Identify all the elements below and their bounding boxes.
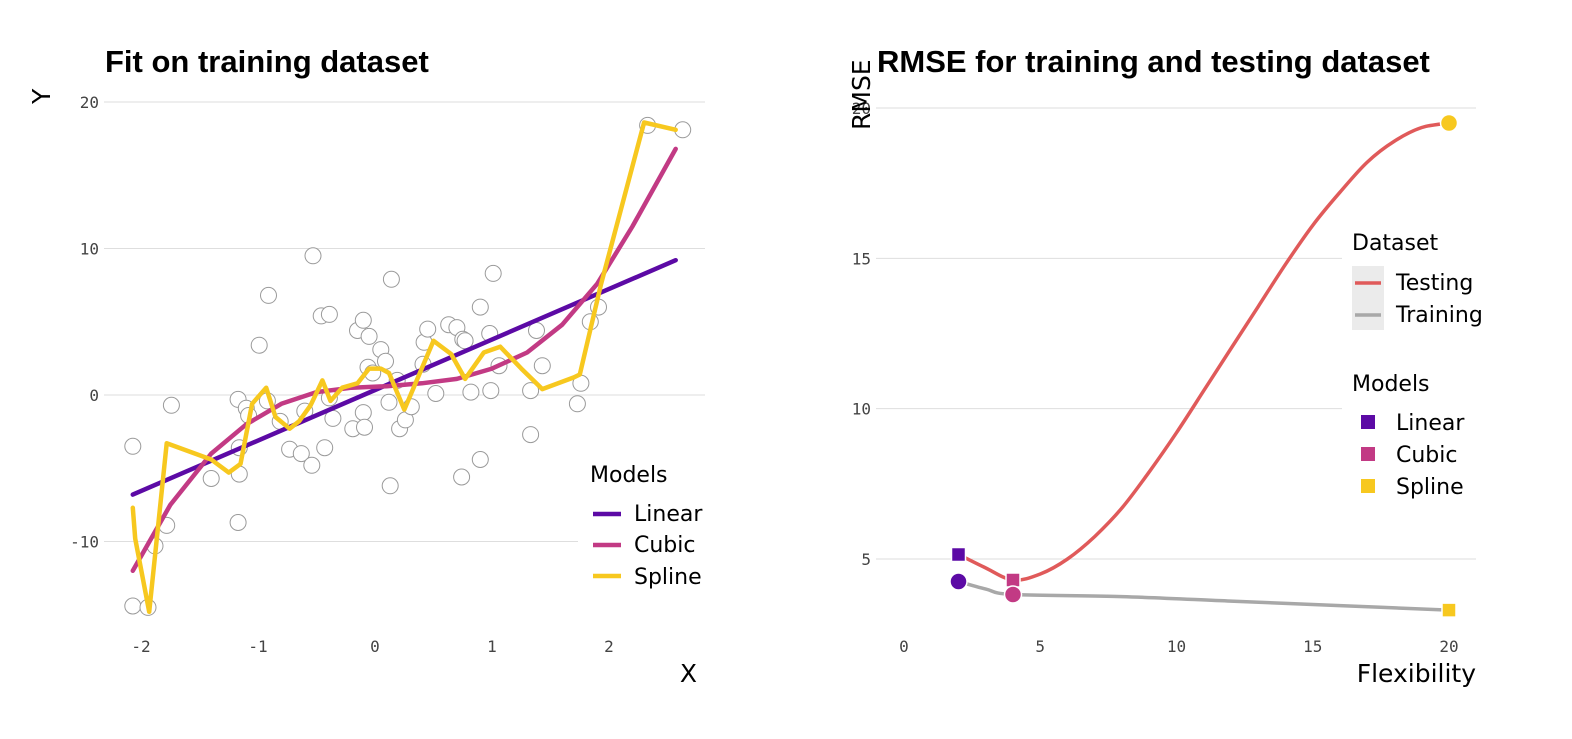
left-y-tick-label: -10 <box>70 533 99 552</box>
models-legend-label-cubic: Cubic <box>1396 443 1457 468</box>
fit-line-cubic <box>130 146 678 574</box>
scatter-point <box>124 597 142 615</box>
scatter-point <box>427 385 445 402</box>
scatter-point <box>568 395 586 413</box>
left-y-ticks: -10 0 10 20 <box>70 93 99 552</box>
marker-testing-linear <box>950 546 967 563</box>
scatter-point <box>471 298 489 316</box>
left-x-tick-label: 1 <box>487 637 497 656</box>
models-legend-label-spline: Spline <box>1396 475 1464 500</box>
right-x-tick-label: 10 <box>1167 637 1186 656</box>
left-fit-lines <box>130 120 678 615</box>
left-legend-title: Models <box>590 463 668 488</box>
scatter-point <box>482 382 500 400</box>
scatter-point <box>320 305 338 323</box>
scatter-point <box>304 247 322 265</box>
scatter-point <box>229 514 247 531</box>
right-chart: RMSE for training and testing dataset 5 1… <box>847 44 1483 688</box>
right-y-tick-label: 5 <box>861 550 871 569</box>
right-y-ticks: 5 10 15 20 <box>852 99 871 569</box>
scatter-point <box>162 396 180 414</box>
scatter-point <box>354 311 372 329</box>
right-legend-dataset: Dataset Testing Training <box>1342 225 1483 337</box>
left-legend-label-cubic: Cubic <box>634 533 695 558</box>
left-x-tick-label: -2 <box>131 637 150 656</box>
scatter-point <box>316 439 334 457</box>
scatter-point <box>250 336 268 354</box>
left-legend-background <box>578 455 708 595</box>
scatter-point <box>533 357 551 375</box>
scatter-point <box>380 393 398 411</box>
models-legend-label-linear: Linear <box>1396 411 1465 436</box>
right-x-tick-label: 5 <box>1035 637 1045 656</box>
scatter-point <box>453 468 471 486</box>
scatter-point <box>303 456 321 474</box>
left-x-tick-label: 0 <box>370 637 380 656</box>
left-y-tick-label: 20 <box>80 93 99 112</box>
marker-testing-spline <box>1439 113 1459 133</box>
scatter-point <box>356 418 373 436</box>
rmse-line-training <box>956 579 1451 612</box>
right-x-tick-label: 15 <box>1303 637 1322 656</box>
right-y-axis-title: RMSE <box>847 59 876 130</box>
fit-line-spline <box>130 120 678 615</box>
right-y-tick-label: 15 <box>852 249 871 268</box>
dataset-legend-label-training: Training <box>1395 303 1483 328</box>
left-y-tick-label: 0 <box>89 386 99 405</box>
right-x-tick-label: 20 <box>1439 637 1458 656</box>
scatter-point <box>381 477 399 495</box>
models-legend-title: Models <box>1352 372 1430 397</box>
rmse-line-testing <box>956 121 1451 582</box>
left-legend: Models Linear Cubic Spline <box>578 455 708 595</box>
marker-testing-cubic <box>1005 572 1021 588</box>
models-legend-key-linear <box>1361 415 1375 429</box>
scatter-point <box>202 470 220 487</box>
marker-training-linear <box>949 572 968 591</box>
dataset-legend-key-panel <box>1352 266 1384 330</box>
scatter-point <box>360 327 378 345</box>
left-y-tick-label: 10 <box>80 240 99 259</box>
right-legend-models: Models Linear Cubic Spline <box>1342 365 1482 505</box>
scatter-point <box>522 382 540 400</box>
scatter-point <box>419 320 437 338</box>
right-y-tick-label: 10 <box>852 400 871 419</box>
models-legend-key-cubic <box>1361 447 1375 461</box>
right-x-ticks: 0 5 10 15 20 <box>899 637 1458 656</box>
scatter-point <box>124 437 142 455</box>
left-x-axis-title: X <box>680 659 697 688</box>
right-x-axis-title: Flexibility <box>1357 659 1477 688</box>
scatter-point <box>292 445 310 463</box>
scatter-point <box>354 404 372 422</box>
left-chart-title: Fit on training dataset <box>105 44 429 79</box>
left-x-tick-label: -1 <box>248 637 267 656</box>
left-y-axis-title: Y <box>27 88 56 105</box>
scatter-point <box>484 264 502 282</box>
right-rmse-markers <box>949 113 1459 618</box>
right-x-tick-label: 0 <box>899 637 909 656</box>
scatter-point <box>382 270 400 288</box>
scatter-point <box>471 451 489 468</box>
scatter-point <box>462 383 480 401</box>
left-legend-label-linear: Linear <box>634 502 703 527</box>
left-legend-label-spline: Spline <box>634 565 702 590</box>
left-x-tick-label: 2 <box>604 637 614 656</box>
models-legend-key-spline <box>1361 479 1375 493</box>
dataset-legend-title: Dataset <box>1352 231 1439 256</box>
right-chart-title: RMSE for training and testing dataset <box>877 44 1430 79</box>
left-scatter-points <box>124 116 692 616</box>
right-y-tick-label: 20 <box>852 99 871 118</box>
right-rmse-lines <box>956 121 1451 612</box>
marker-training-spline <box>1441 602 1457 618</box>
marker-training-cubic <box>1003 585 1023 604</box>
scatter-point <box>260 286 277 304</box>
scatter-point <box>522 426 540 444</box>
left-x-ticks: -2 -1 0 1 2 <box>131 637 613 656</box>
dataset-legend-label-testing: Testing <box>1395 271 1473 296</box>
